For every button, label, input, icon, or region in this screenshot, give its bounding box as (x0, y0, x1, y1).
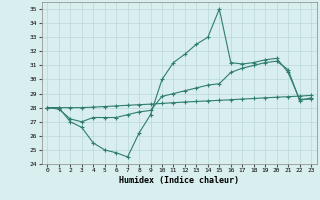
X-axis label: Humidex (Indice chaleur): Humidex (Indice chaleur) (119, 176, 239, 185)
